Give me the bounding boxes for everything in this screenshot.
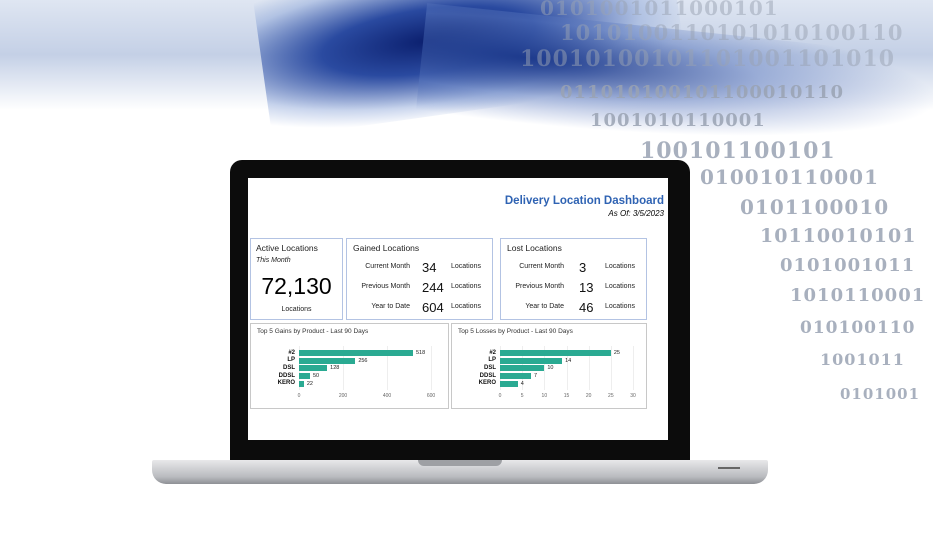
binary-digits: 0101001011000101 xyxy=(540,0,779,20)
category-label: LP xyxy=(287,357,295,364)
card-subtitle: This Month xyxy=(256,257,291,264)
active-locations-card: Active Locations This Month 72,130 Locat… xyxy=(250,238,343,320)
row-unit: Locations xyxy=(605,303,635,310)
gridline xyxy=(566,346,568,390)
as-of-date: As Of: 3/5/2023 xyxy=(608,209,664,218)
lost-locations-card: Lost Locations Current Month 3 Locations Pre… xyxy=(500,238,647,320)
bar xyxy=(500,365,545,372)
bar xyxy=(500,373,532,380)
row-label: Year to Date xyxy=(371,303,410,310)
binary-digits: 010100110 xyxy=(800,318,916,338)
gained-locations-card: Gained Locations Current Month 34 Locations… xyxy=(346,238,493,320)
gains-chart: Top 5 Gains by Product - Last 90 Days 0 20… xyxy=(250,323,449,409)
gridline xyxy=(431,346,432,390)
binary-digits: 10010100101101001101010 xyxy=(520,46,896,72)
row-label: Year to Date xyxy=(525,303,564,310)
category-label: KERO xyxy=(277,380,295,387)
row-label: Current Month xyxy=(519,263,564,270)
chart-title: Top 5 Losses by Product - Last 90 Days xyxy=(458,328,573,335)
binary-digits: 0101001011 xyxy=(780,255,916,276)
x-tick-label: 0 xyxy=(297,393,301,399)
gridline xyxy=(633,346,634,390)
x-tick-label: 10 xyxy=(541,393,548,399)
x-tick-label: 0 xyxy=(498,393,502,399)
binary-digits: 1010110001 xyxy=(790,285,926,306)
laptop-indicator xyxy=(718,467,740,469)
row-value: 244 xyxy=(422,280,444,295)
gridline xyxy=(343,346,344,390)
row-unit: Locations xyxy=(605,263,635,270)
row-label: Previous Month xyxy=(515,283,564,290)
row-label: Previous Month xyxy=(361,283,410,290)
binary-digits: 1010100110101010100110 xyxy=(560,20,904,45)
chart-title: Top 5 Gains by Product - Last 90 Days xyxy=(257,328,369,335)
binary-digits: 0101100010 xyxy=(740,195,890,219)
binary-digits: 10110010101 xyxy=(760,225,917,247)
category-label: DSL xyxy=(283,364,295,371)
binary-digits: 1001011 xyxy=(820,350,905,369)
row-unit: Locations xyxy=(605,283,635,290)
row-unit: Locations xyxy=(451,263,481,270)
card-title: Gained Locations xyxy=(353,243,420,253)
x-tick-label: 400 xyxy=(382,393,392,399)
dashboard-screen: Delivery Location Dashboard As Of: 3/5/2… xyxy=(248,178,668,440)
active-unit: Locations xyxy=(281,306,312,313)
data-label: 22 xyxy=(306,380,313,387)
bar xyxy=(500,350,611,356)
binary-digits: 100101100101 xyxy=(640,138,836,164)
row-value: 3 xyxy=(579,260,587,275)
gridline xyxy=(588,346,590,390)
data-label: 256 xyxy=(358,357,368,364)
bar xyxy=(500,357,563,364)
row-unit: Locations xyxy=(451,303,481,310)
category-label: LP xyxy=(488,357,496,364)
x-tick-label: 200 xyxy=(338,393,348,399)
x-tick-label: 30 xyxy=(630,393,636,399)
binary-digits: 011010100101100010110 xyxy=(560,82,845,103)
bar xyxy=(299,380,304,387)
binary-digits: 0101001 xyxy=(840,385,921,403)
bar xyxy=(299,357,356,364)
binary-digits: 010010110001 xyxy=(700,165,879,189)
page-title: Delivery Location Dashboard xyxy=(504,195,664,207)
bar xyxy=(500,380,518,387)
data-label: 50 xyxy=(313,373,320,380)
data-label: 518 xyxy=(415,350,426,356)
category-label: DSL xyxy=(484,364,496,371)
x-tick-label: 25 xyxy=(608,393,614,399)
category-label: KERO xyxy=(478,380,496,387)
gridline xyxy=(544,346,546,390)
row-value: 13 xyxy=(579,280,594,295)
active-count: 72,130 xyxy=(261,273,332,299)
card-title: Lost Locations xyxy=(507,243,562,253)
data-label: 25 xyxy=(613,350,620,356)
row-value: 34 xyxy=(422,260,437,275)
bar xyxy=(299,350,413,356)
laptop-notch xyxy=(418,460,502,466)
binary-digits: 1001010110001 xyxy=(590,110,766,131)
category-label: DDSL xyxy=(278,372,295,379)
data-label: 128 xyxy=(330,365,340,372)
x-tick-label: 5 xyxy=(520,393,524,399)
data-label: 7 xyxy=(534,373,538,380)
data-label: 14 xyxy=(565,357,572,364)
bar xyxy=(299,373,310,380)
gridline xyxy=(387,346,388,390)
card-title: Active Locations xyxy=(256,243,318,253)
category-label: #2 xyxy=(288,349,295,356)
bar xyxy=(299,365,328,372)
category-label: #2 xyxy=(489,349,496,356)
x-tick-label: 600 xyxy=(426,393,436,399)
x-tick-label: 20 xyxy=(585,393,592,399)
losses-chart: Top 5 Losses by Product - Last 90 Days 0 5… xyxy=(451,323,647,409)
gridline xyxy=(610,346,612,390)
category-label: DDSL xyxy=(479,372,496,379)
x-tick-label: 15 xyxy=(563,393,570,399)
row-label: Current Month xyxy=(365,263,410,270)
row-value: 46 xyxy=(579,300,594,315)
data-label: 4 xyxy=(520,380,524,387)
row-unit: Locations xyxy=(451,283,481,290)
row-value: 604 xyxy=(422,300,444,315)
data-label: 10 xyxy=(547,365,554,372)
